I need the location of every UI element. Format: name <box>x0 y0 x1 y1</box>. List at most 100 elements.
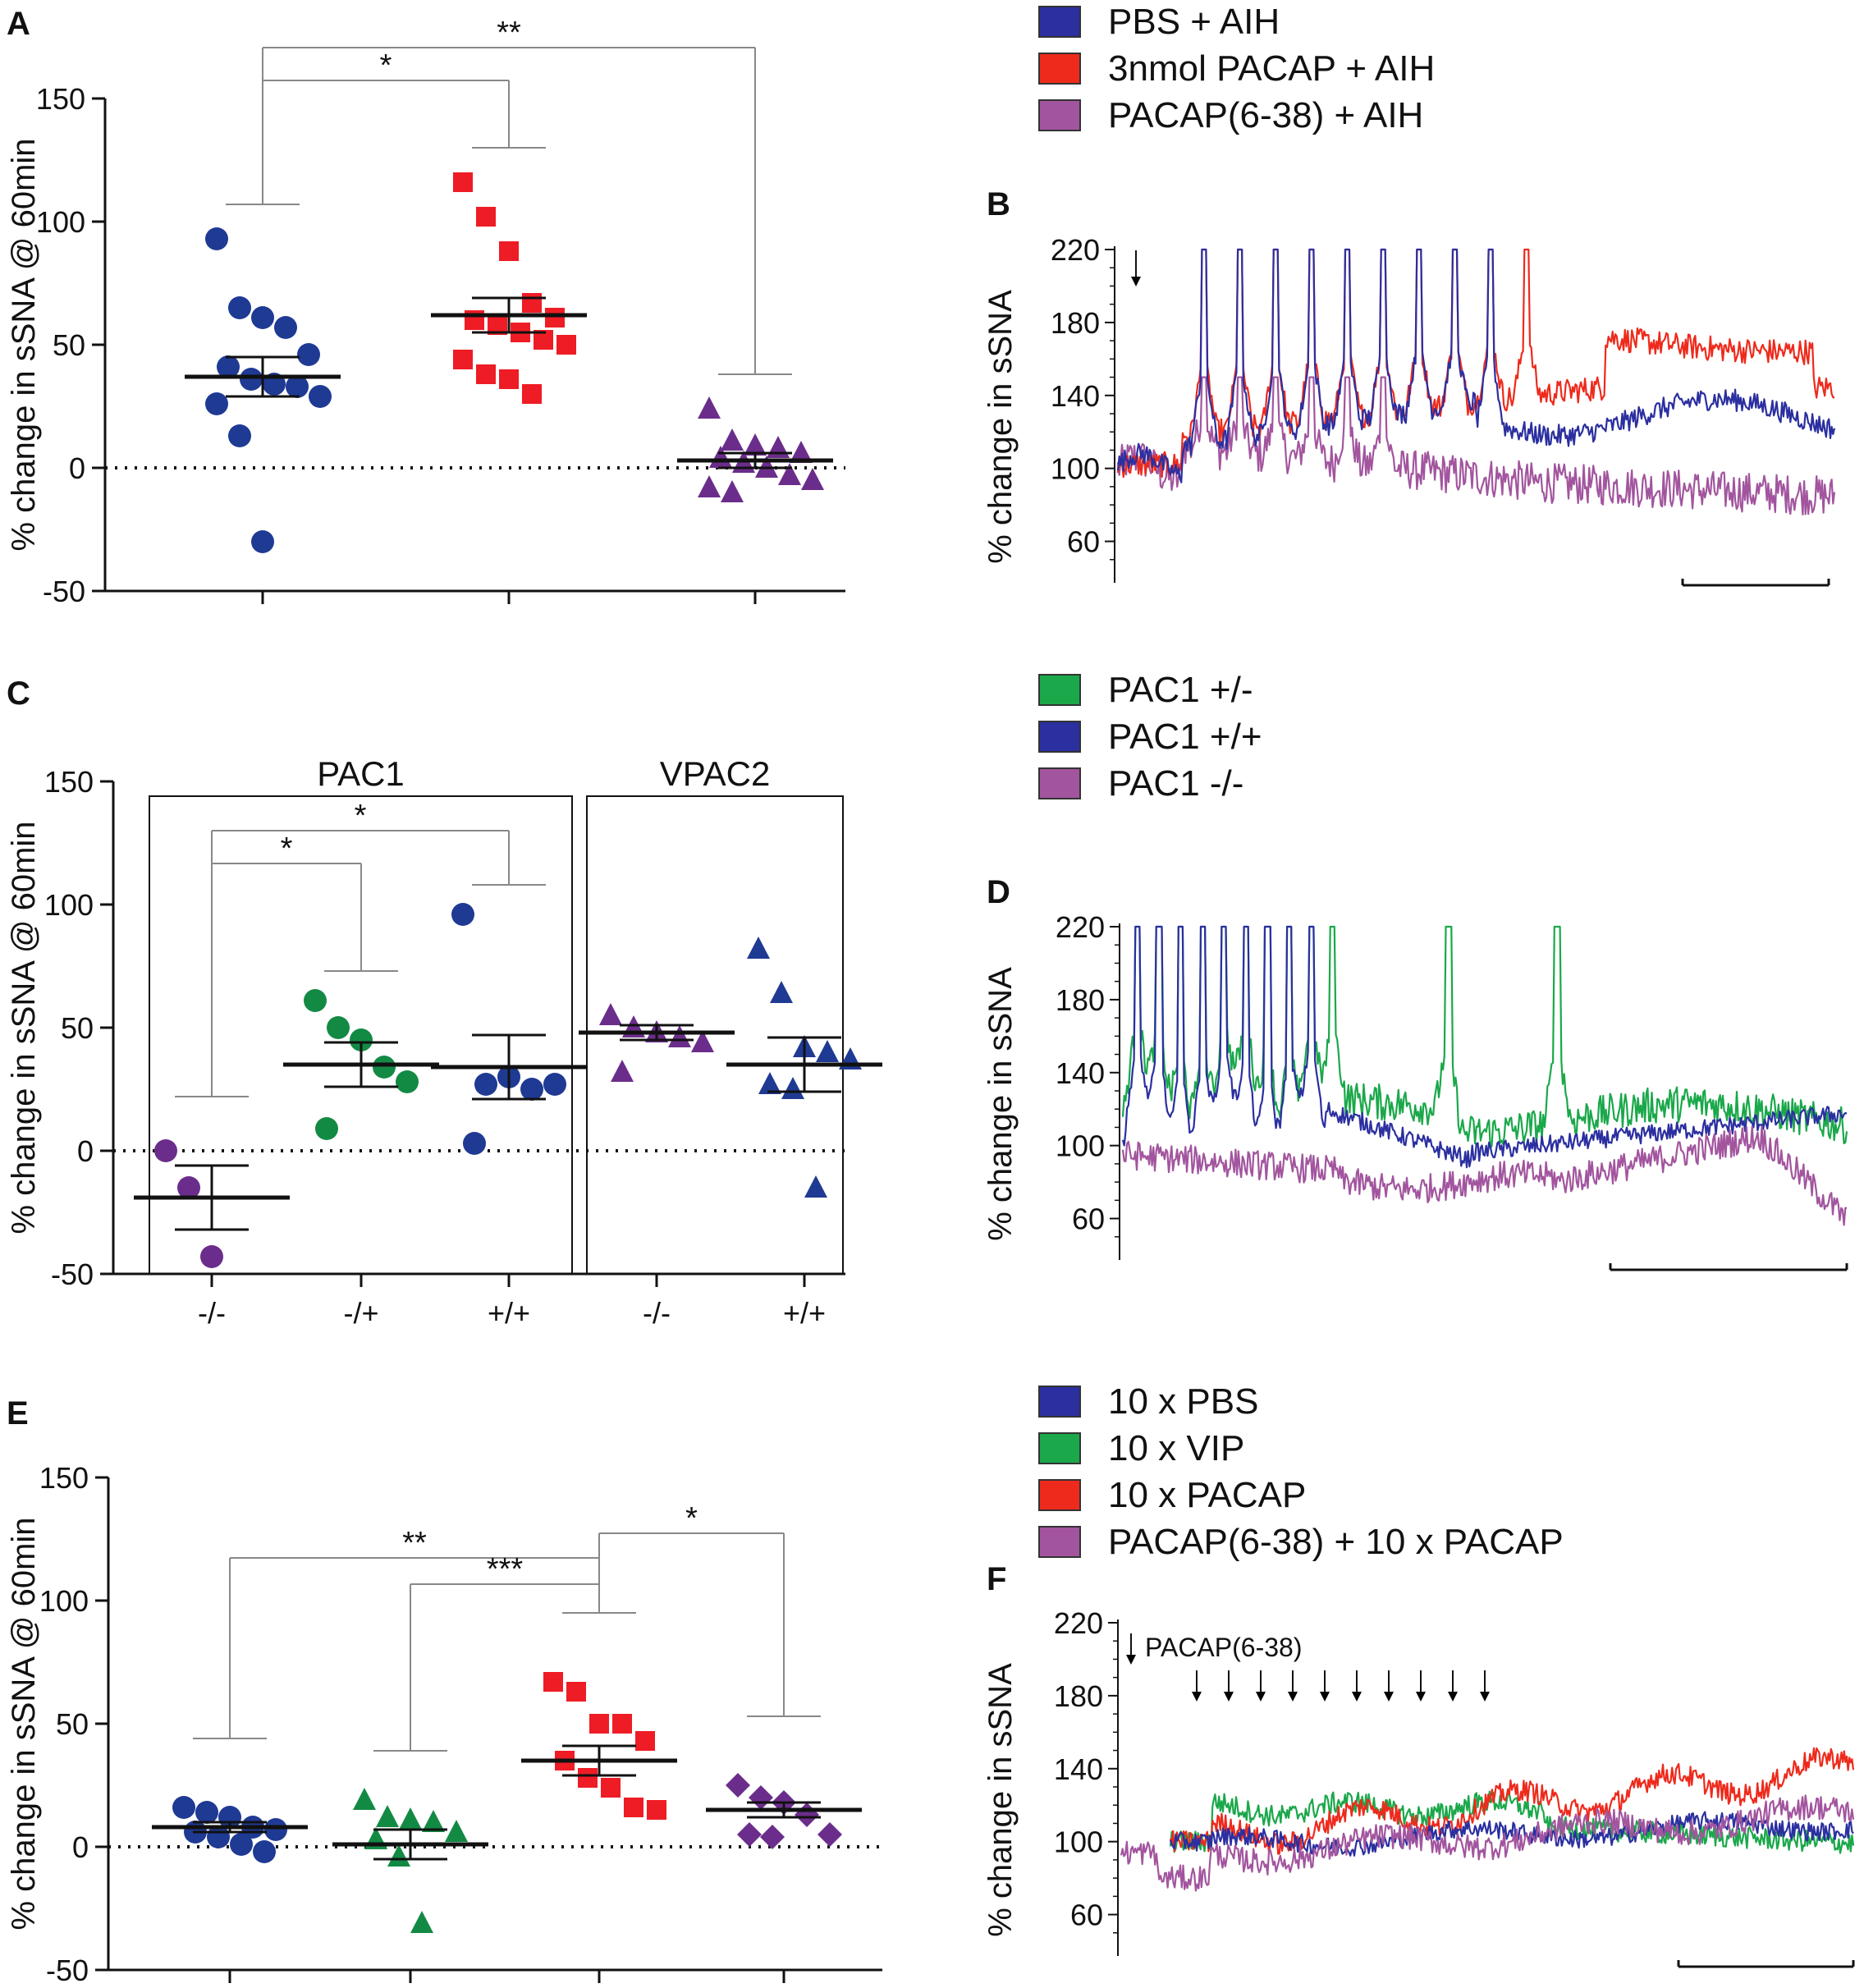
arrow-head <box>1448 1692 1458 1702</box>
axes-layer <box>92 47 1855 1983</box>
y-tick-label: 100 <box>1051 452 1100 486</box>
y-axis-label: % change in sSNA @ 60min <box>6 1517 42 1930</box>
data-point <box>818 1822 842 1847</box>
sig-label: *** <box>487 1552 524 1587</box>
data-point <box>228 424 251 447</box>
data-point <box>154 1139 177 1162</box>
legend-label: PAC1 -/- <box>1108 763 1243 804</box>
data-point <box>612 1714 632 1734</box>
y-axis-label: % change in sSNA <box>982 290 1019 564</box>
arrow-head <box>1352 1692 1362 1702</box>
y-tick-label: 150 <box>39 1461 89 1495</box>
y-tick-label: 140 <box>1056 1056 1105 1090</box>
x-tick-label: +/+ <box>488 1296 530 1330</box>
data-point <box>463 1132 486 1155</box>
legend-label: 10 x PACAP <box>1108 1475 1306 1515</box>
sig-label: * <box>685 1501 698 1536</box>
y-tick-label: -50 <box>43 575 85 608</box>
data-point <box>589 1714 609 1734</box>
y-tick-label: 50 <box>53 328 85 362</box>
arrow-head <box>1131 277 1141 286</box>
data-point <box>647 1800 666 1820</box>
data-point <box>228 296 251 319</box>
data-point <box>286 375 309 398</box>
data-point <box>422 1810 445 1832</box>
y-tick-label: 60 <box>1070 1899 1103 1932</box>
y-axis-label: % change in sSNA <box>982 967 1019 1241</box>
data-point <box>601 1778 621 1798</box>
y-tick-label: 0 <box>77 1134 94 1168</box>
data-point <box>315 1117 338 1140</box>
sig-label: * <box>380 48 392 83</box>
data-point <box>721 428 744 451</box>
legend-label: 3nmol PACAP + AIH <box>1108 48 1435 89</box>
data-point <box>760 1825 785 1849</box>
data-point <box>205 227 228 250</box>
x-tick-label: -/+ <box>343 1296 378 1330</box>
y-tick-label: 220 <box>1056 910 1105 944</box>
trace-line <box>1121 1125 1848 1226</box>
legend-swatch <box>1038 1432 1081 1464</box>
panel-letter-A: A <box>7 6 30 42</box>
data-point <box>816 1040 839 1062</box>
x-tick-label: -/- <box>643 1296 671 1330</box>
arrow-head <box>1320 1692 1330 1702</box>
data-point <box>373 1056 396 1079</box>
y-axis-label: % change in sSNA <box>982 1663 1019 1937</box>
arrow-head <box>1256 1692 1266 1702</box>
data-point <box>451 903 474 926</box>
data-point <box>737 1822 762 1847</box>
x-tick-label: -/- <box>198 1296 226 1330</box>
data-point <box>304 989 327 1012</box>
data-point <box>274 316 297 339</box>
data-point <box>445 1820 468 1842</box>
data-point <box>200 1245 223 1268</box>
data-point <box>691 1030 714 1052</box>
data-point <box>387 1844 410 1867</box>
y-tick-label: -50 <box>51 1257 94 1291</box>
data-point <box>543 1073 566 1096</box>
sig-label: ** <box>497 16 521 50</box>
data-point <box>543 1672 563 1692</box>
y-tick-label: 220 <box>1054 1606 1103 1640</box>
y-tick-label: 100 <box>1056 1129 1105 1163</box>
data-point <box>758 1072 781 1094</box>
trace-line <box>1116 376 1836 515</box>
legend-swatch <box>1038 53 1081 85</box>
arrow-head <box>1416 1692 1426 1702</box>
y-tick-label: 140 <box>1051 379 1100 413</box>
arrow-head <box>1192 1692 1202 1702</box>
panel-letter-C: C <box>7 676 30 712</box>
arrow-head <box>1224 1692 1234 1702</box>
data-point <box>253 1840 276 1863</box>
arrow-head <box>1384 1692 1394 1702</box>
panel-letter-E: E <box>7 1395 29 1431</box>
data-point <box>698 475 721 497</box>
legend-label: PACAP(6-38) + 10 x PACAP <box>1108 1522 1564 1562</box>
y-tick-label: 60 <box>1067 525 1100 559</box>
data-point <box>749 1785 773 1810</box>
legend-swatch <box>1038 721 1081 753</box>
trace-line <box>1121 925 1848 1149</box>
data-point <box>721 480 744 502</box>
data-point <box>499 241 519 261</box>
data-point <box>474 1073 497 1096</box>
data-point <box>726 1773 750 1798</box>
data-point <box>545 308 565 328</box>
data-point <box>804 1175 827 1198</box>
data-point <box>205 392 228 415</box>
box-label: PAC1 <box>317 754 405 793</box>
arrow-head <box>1288 1692 1298 1702</box>
y-tick-label: 150 <box>44 765 94 799</box>
x-tick-label: +/+ <box>783 1296 826 1330</box>
legend-label: PACAP(6-38) + AIH <box>1108 95 1423 135</box>
data-point <box>230 1833 253 1856</box>
data-point <box>453 350 473 369</box>
y-tick-label: 0 <box>72 1830 89 1864</box>
sig-label: ** <box>402 1526 427 1560</box>
trace-line <box>1116 248 1835 479</box>
y-tick-label: -50 <box>46 1954 89 1987</box>
legend-swatch <box>1038 99 1081 131</box>
data-point <box>781 1077 804 1099</box>
data-point <box>297 343 320 366</box>
